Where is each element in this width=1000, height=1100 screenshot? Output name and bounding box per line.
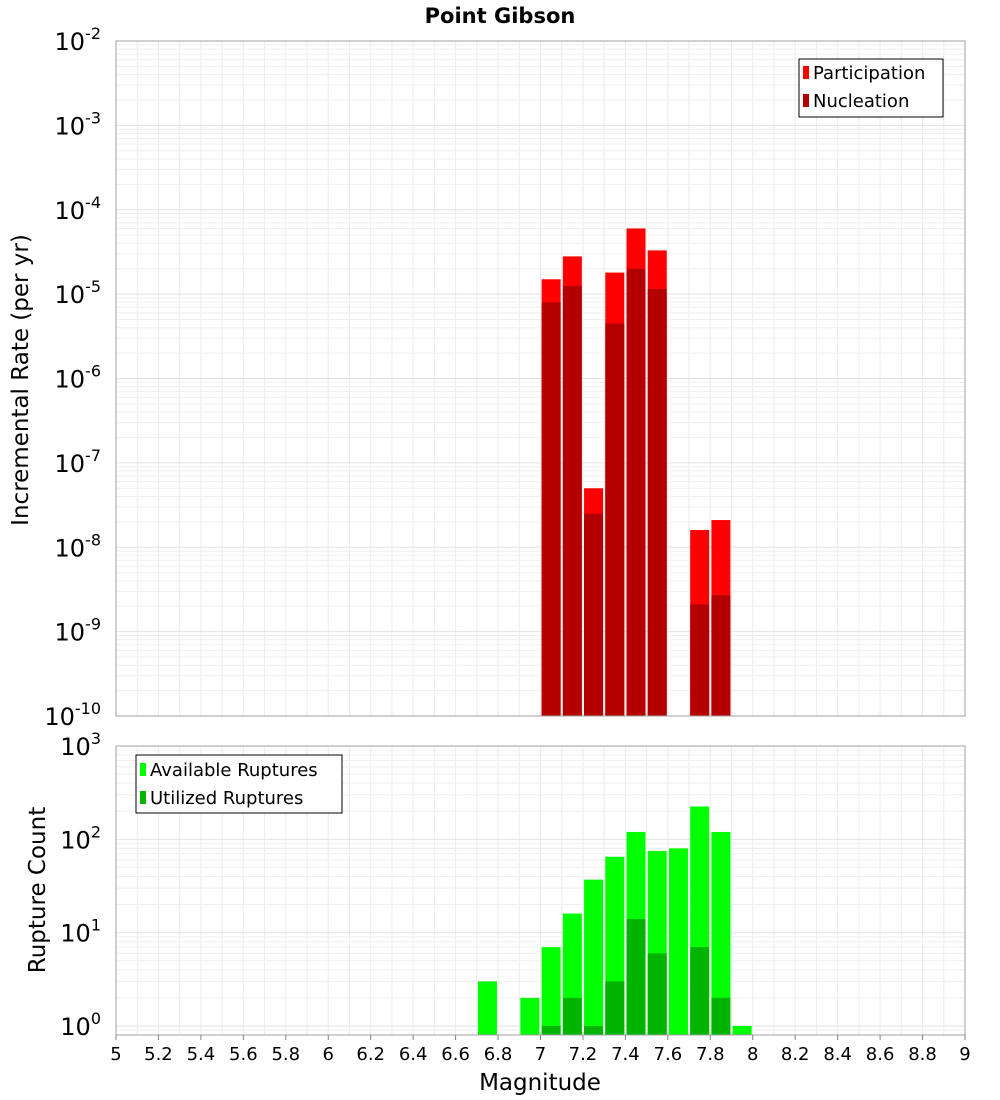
bar-nucleation — [541, 302, 561, 716]
top-plot-border — [115, 40, 966, 717]
x-axis-label: Magnitude — [479, 1070, 601, 1096]
legend-label-participation: Participation — [813, 63, 925, 84]
bottom-legend: Available Ruptures Utilized Ruptures — [135, 754, 343, 814]
y-tick-label: 10-4 — [55, 193, 102, 225]
y-tick-label: 102 — [60, 822, 101, 854]
top-legend: Participation Nucleation — [798, 58, 944, 118]
bar-available — [732, 1025, 752, 1035]
x-tick-label: 5.6 — [229, 1044, 258, 1065]
legend-swatch-nucleation — [803, 94, 809, 107]
y-tick-label: 10-8 — [55, 530, 102, 562]
x-tick-label: 6.8 — [484, 1044, 513, 1065]
x-tick-label: 8.4 — [823, 1044, 852, 1065]
bar-nucleation — [711, 595, 731, 716]
bottom-legend-box — [135, 754, 343, 814]
bottom-panel: 100 101 102 103 5 5.2 5.4 5.6 5.8 6 6.2 6.4 6.6 6.8 7… — [25, 729, 971, 1096]
bar-nucleation — [562, 285, 582, 716]
x-tick-label: 8.6 — [866, 1044, 895, 1065]
top-grid — [115, 41, 966, 717]
x-tick-label: 7.4 — [611, 1044, 640, 1065]
bar-nucleation — [584, 513, 604, 716]
bar-nucleation — [626, 268, 646, 716]
bottom-y-ticks: 100 101 102 103 — [60, 729, 101, 1041]
x-tick-label: 6.4 — [399, 1044, 428, 1065]
bar-utilized — [562, 997, 582, 1035]
top-panel: 10-10 10-9 10-8 10-7 10-6 10-5 10-4 10-3 10-2 In… — [8, 24, 966, 731]
bar-utilized — [626, 919, 646, 1035]
top-bars — [541, 228, 731, 717]
top-y-ticks: 10-10 10-9 10-8 10-7 10-6 10-5 10-4 10-3 10-2 — [44, 24, 101, 731]
bar-utilized — [605, 981, 625, 1035]
y-tick-label: 10-9 — [55, 615, 102, 647]
bar-nucleation — [647, 289, 667, 716]
x-ticks: 5 5.2 5.4 5.6 5.8 6 6.2 6.4 6.6 6.8 7 7.2 7.4 7.6 7.8 8… — [110, 1035, 971, 1065]
x-tick-label: 9 — [959, 1044, 970, 1065]
x-tick-label: 5.8 — [271, 1044, 300, 1065]
legend-label-utilized: Utilized Ruptures — [150, 788, 303, 809]
bottom-bars — [477, 806, 752, 1035]
y-tick-label: 10-3 — [55, 108, 102, 140]
x-tick-label: 5 — [110, 1044, 121, 1065]
x-tick-label: 8.2 — [781, 1044, 810, 1065]
x-tick-label: 8 — [747, 1044, 758, 1065]
x-tick-label: 7.6 — [654, 1044, 683, 1065]
y-tick-label: 10-6 — [55, 362, 102, 394]
bar-utilized — [647, 953, 667, 1035]
y-tick-label: 10-5 — [55, 277, 102, 309]
x-tick-label: 6.2 — [356, 1044, 385, 1065]
legend-label-nucleation: Nucleation — [813, 91, 909, 112]
x-tick-label: 7.8 — [696, 1044, 725, 1065]
top-legend-box — [798, 58, 944, 118]
legend-swatch-participation — [803, 66, 809, 79]
y-tick-label: 103 — [60, 729, 101, 761]
x-tick-label: 5.2 — [144, 1044, 173, 1065]
bottom-y-axis-label: Rupture Count — [25, 807, 51, 973]
x-tick-label: 7.2 — [569, 1044, 598, 1065]
bar-utilized — [541, 1025, 561, 1035]
y-tick-label: 10-7 — [55, 446, 102, 478]
x-tick-label: 6 — [323, 1044, 334, 1065]
bar-available — [477, 981, 497, 1035]
bar-available — [711, 831, 731, 1035]
bar-available — [541, 947, 561, 1035]
y-tick-label: 10-2 — [55, 24, 102, 56]
x-tick-label: 6.6 — [441, 1044, 470, 1065]
bar-nucleation — [690, 604, 710, 716]
y-tick-label: 101 — [60, 916, 101, 948]
bar-nucleation — [605, 323, 625, 716]
bar-available — [520, 997, 540, 1035]
bar-available — [668, 848, 688, 1035]
chart-title: Point Gibson — [425, 4, 576, 28]
legend-swatch-utilized — [140, 791, 146, 804]
bar-utilized — [584, 1025, 604, 1035]
x-tick-label: 8.8 — [908, 1044, 937, 1065]
y-tick-label: 100 — [60, 1009, 101, 1041]
x-tick-label: 5.4 — [187, 1044, 216, 1065]
bar-utilized — [690, 947, 710, 1035]
bar-available — [584, 879, 604, 1035]
y-tick-label: 10-10 — [44, 699, 101, 731]
x-tick-label: 7 — [535, 1044, 546, 1065]
legend-swatch-available — [140, 763, 146, 776]
bar-utilized — [711, 997, 731, 1035]
top-y-axis-label: Incremental Rate (per yr) — [8, 234, 34, 526]
legend-label-available: Available Ruptures — [150, 760, 318, 781]
